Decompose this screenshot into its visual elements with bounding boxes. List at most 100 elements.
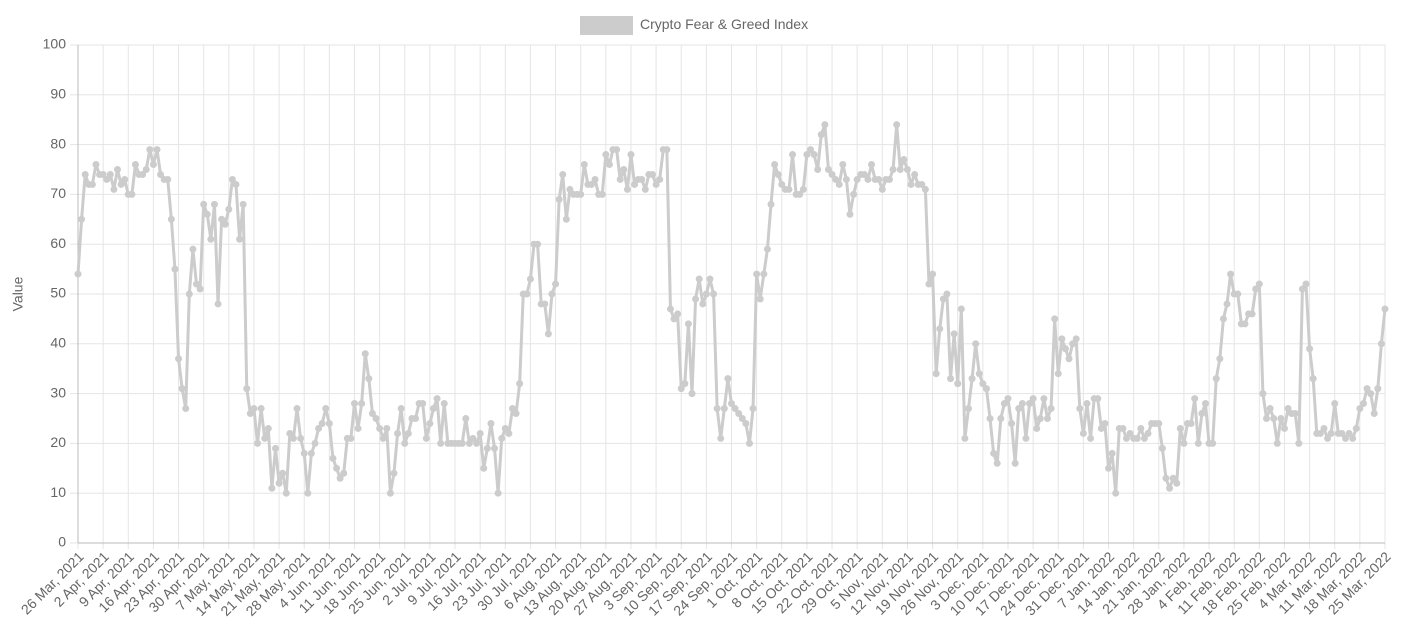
data-point <box>631 180 639 188</box>
data-point <box>817 131 825 139</box>
data-point <box>487 419 495 427</box>
data-point <box>627 151 635 159</box>
data-point <box>1004 395 1012 403</box>
data-point <box>358 400 366 408</box>
data-point <box>1033 424 1041 432</box>
data-point <box>724 375 732 383</box>
data-point <box>1345 429 1353 437</box>
data-point <box>728 400 735 408</box>
data-point <box>501 424 509 432</box>
data-point <box>128 190 136 198</box>
data-point <box>613 146 621 154</box>
data-point <box>745 439 753 447</box>
data-point <box>236 235 244 243</box>
data-point <box>868 161 876 169</box>
data-point <box>426 419 434 427</box>
data-point <box>1043 415 1051 422</box>
data-point <box>110 185 118 193</box>
data-point <box>562 215 570 223</box>
data-point <box>835 180 843 188</box>
data-point <box>257 405 265 413</box>
data-point <box>735 410 743 418</box>
data-point <box>1022 434 1030 442</box>
data-point <box>932 370 940 378</box>
data-point <box>1198 410 1206 418</box>
data-point <box>465 439 473 447</box>
data-point <box>1187 419 1195 427</box>
data-point <box>1349 434 1357 442</box>
data-point <box>494 489 502 497</box>
data-point <box>1180 439 1188 447</box>
data-point <box>598 190 606 198</box>
legend-label[interactable]: Crypto Fear & Greed Index <box>640 16 808 32</box>
data-point <box>1011 459 1019 467</box>
data-point <box>480 464 488 472</box>
data-point <box>936 325 944 333</box>
data-point <box>559 170 567 178</box>
data-point <box>1076 405 1084 413</box>
data-point <box>325 419 333 427</box>
data-point <box>1338 429 1346 437</box>
data-point <box>713 405 721 413</box>
data-point <box>814 166 822 173</box>
data-point <box>763 245 771 253</box>
data-point <box>1026 400 1034 408</box>
data-point <box>1176 424 1184 432</box>
data-point <box>1212 375 1220 383</box>
data-point <box>649 170 657 178</box>
data-point <box>333 464 341 472</box>
data-point <box>889 166 897 173</box>
data-point <box>512 410 520 418</box>
data-point <box>282 489 290 497</box>
data-point <box>896 166 904 173</box>
data-point <box>1223 300 1231 308</box>
data-point <box>710 290 718 298</box>
data-point <box>1087 434 1095 442</box>
data-point <box>939 295 947 303</box>
data-point <box>1273 439 1281 447</box>
data-point <box>1295 439 1303 447</box>
data-point <box>961 434 969 442</box>
data-point <box>1363 385 1371 393</box>
data-point <box>1209 439 1217 447</box>
data-point <box>78 215 86 223</box>
data-point <box>850 190 858 198</box>
data-point <box>526 275 534 283</box>
data-point <box>440 400 448 408</box>
data-point <box>1270 415 1278 422</box>
data-point <box>185 290 193 298</box>
data-point <box>616 175 624 183</box>
data-point <box>210 200 218 208</box>
data-point <box>1367 390 1375 398</box>
y-tick-label: 0 <box>58 534 66 550</box>
data-point <box>623 185 631 193</box>
data-point <box>749 405 757 413</box>
data-point <box>293 405 301 413</box>
data-point <box>670 315 678 323</box>
legend-swatch[interactable] <box>580 16 633 35</box>
data-point <box>99 170 107 178</box>
data-point <box>146 146 154 154</box>
data-point <box>228 175 236 183</box>
data-point <box>88 180 96 188</box>
data-point <box>300 449 308 457</box>
data-point <box>577 190 585 198</box>
data-point <box>839 161 847 169</box>
data-point <box>1259 390 1267 398</box>
data-point <box>756 295 764 303</box>
data-point <box>200 200 208 208</box>
data-point <box>1263 415 1271 422</box>
data-point <box>268 484 276 492</box>
data-point <box>1047 405 1055 413</box>
data-point <box>842 175 850 183</box>
data-point <box>254 439 262 447</box>
data-point <box>706 275 714 283</box>
data-point <box>1327 429 1335 437</box>
data-point <box>422 434 430 442</box>
data-point <box>717 434 725 442</box>
data-point <box>860 170 868 178</box>
data-point <box>1105 464 1113 472</box>
data-point <box>1191 395 1199 403</box>
